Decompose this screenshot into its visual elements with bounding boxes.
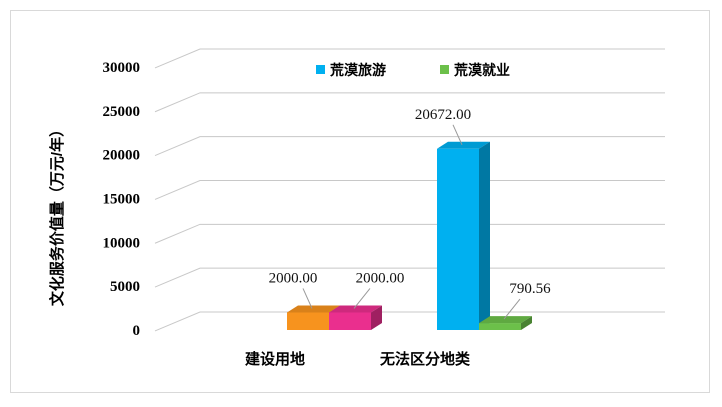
data-label: 2000.00 <box>269 270 318 286</box>
bar-top-face <box>329 305 382 313</box>
bar <box>287 312 329 330</box>
bar-side-face <box>521 316 532 330</box>
gridline <box>154 267 665 288</box>
legend-swatch <box>316 65 325 74</box>
y-tick-label: 0 <box>133 323 141 339</box>
gridline <box>154 311 665 332</box>
data-label-leader <box>452 124 463 145</box>
x-category-label: 建设用地 <box>245 350 305 368</box>
gridline <box>154 223 665 244</box>
bars <box>287 141 532 330</box>
bar-top-face <box>287 305 340 313</box>
y-axis-ticks: 0 5000 10000 15000 20000 25000 30000 <box>103 60 141 339</box>
y-axis-label: 文化服务价值量（万元/年） <box>48 122 66 306</box>
y-tick-label: 25000 <box>103 104 141 120</box>
legend-swatch <box>440 65 449 74</box>
y-tick-label: 15000 <box>103 192 141 208</box>
data-label-leader <box>503 298 521 320</box>
x-axis-categories: 建设用地 无法区分地类 <box>245 350 471 368</box>
data-labels: 2000.00 2000.00 20672.00 790.56 <box>269 107 551 320</box>
legend: 荒漠旅游 荒漠就业 <box>316 62 510 79</box>
bar-side-face <box>479 141 490 330</box>
data-label-leader <box>302 288 313 309</box>
bar-side-face <box>371 305 382 330</box>
y-tick-label: 5000 <box>110 279 140 295</box>
bar <box>479 323 521 330</box>
bar <box>437 148 479 330</box>
gridlines <box>154 48 665 332</box>
bar-top-face <box>437 141 490 149</box>
data-label: 790.56 <box>509 281 551 297</box>
data-label: 20672.00 <box>415 107 471 123</box>
y-tick-label: 20000 <box>103 148 141 164</box>
legend-label: 荒漠就业 <box>453 62 510 79</box>
y-tick-label: 10000 <box>103 235 141 251</box>
gridline <box>154 136 665 157</box>
gridline <box>154 180 665 200</box>
data-label: 2000.00 <box>356 270 405 286</box>
bar <box>329 312 371 330</box>
y-tick-label: 30000 <box>103 60 141 76</box>
gridline <box>154 48 665 69</box>
data-label-leader <box>353 288 371 309</box>
legend-label: 荒漠旅游 <box>329 62 386 79</box>
bar-top-face <box>479 316 532 324</box>
x-category-label: 无法区分地类 <box>379 350 471 368</box>
gridline <box>154 92 665 113</box>
